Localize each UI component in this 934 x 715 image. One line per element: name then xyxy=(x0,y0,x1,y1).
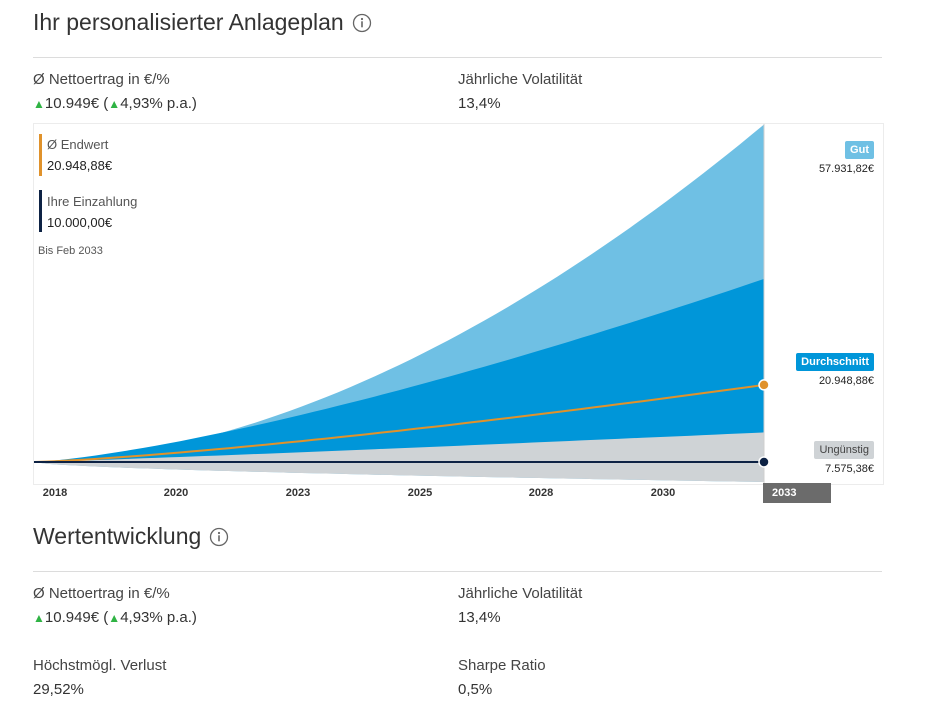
divider xyxy=(33,57,882,58)
net-return-pct: 4,93% p.a.) xyxy=(120,95,197,112)
up-arrow-icon: ▲ xyxy=(33,611,45,625)
sharpe-label: Sharpe Ratio xyxy=(458,657,546,674)
x-tick-2023: 2023 xyxy=(285,487,311,499)
gut-tag: Gut xyxy=(845,141,874,159)
development-title: Wertentwicklung xyxy=(33,523,202,549)
dev-net-return-value: ▲10.949€ (▲4,93% p.a.) xyxy=(33,609,197,626)
max-loss-value: 29,52% xyxy=(33,681,84,698)
info-icon[interactable] xyxy=(209,527,229,547)
area-durchschnitt xyxy=(34,278,764,480)
up-arrow-icon: ▲ xyxy=(108,611,121,625)
x-tick-2020: 2020 xyxy=(163,487,189,499)
endwert-value: 20.948,88€ xyxy=(47,158,113,173)
average-end-point[interactable] xyxy=(758,379,770,391)
sharpe-value: 0,5% xyxy=(458,681,493,698)
divider xyxy=(33,571,882,572)
dev-net-return-label: Ø Nettoertrag in €/% xyxy=(33,585,170,602)
durchschnitt-value: 20.948,88€ xyxy=(818,375,874,387)
info-icon[interactable] xyxy=(352,13,372,33)
endwert-color-bar xyxy=(39,134,42,176)
forecast-chart-svg xyxy=(34,124,770,484)
area-unguenstig xyxy=(34,432,764,482)
deposit-end-point[interactable] xyxy=(758,456,770,468)
x-tick-2018: 2018 xyxy=(42,487,68,499)
gut-value: 57.931,82€ xyxy=(818,163,874,175)
dev-net-return-paren: ( xyxy=(103,609,109,626)
plan-title-row: Ihr personalisierter Anlageplan xyxy=(33,9,372,36)
net-return-abs: 10.949€ xyxy=(44,95,100,112)
net-return-label: Ø Nettoertrag in €/% xyxy=(33,71,170,88)
max-loss-label: Höchstmögl. Verlust xyxy=(33,657,167,674)
volatility-value: 13,4% xyxy=(458,95,501,112)
dev-volatility-value: 13,4% xyxy=(458,609,501,626)
up-arrow-icon: ▲ xyxy=(108,97,121,111)
development-title-row: Wertentwicklung xyxy=(33,523,229,550)
plan-title: Ihr personalisierter Anlageplan xyxy=(33,9,344,35)
up-arrow-icon: ▲ xyxy=(33,97,45,111)
net-return-value: ▲10.949€ (▲4,93% p.a.) xyxy=(33,95,197,112)
volatility-label: Jährliche Volatilität xyxy=(458,71,583,88)
endwert-label: Ø Endwert xyxy=(47,137,109,152)
einzahlung-label: Ihre Einzahlung xyxy=(47,194,138,209)
x-tick-2028: 2028 xyxy=(528,487,554,499)
end-year-label: 2033 xyxy=(763,483,831,503)
dev-volatility-label: Jährliche Volatilität xyxy=(458,585,583,602)
forecast-chart: Ø Endwert 20.948,88€ Ihre Einzahlung 10.… xyxy=(33,123,884,485)
dev-net-return-pct: 4,93% p.a.) xyxy=(120,609,197,626)
einzahlung-value: 10.000,00€ xyxy=(47,215,113,230)
average-line xyxy=(34,383,765,463)
unguenstig-tag: Ungünstig xyxy=(814,441,874,459)
unguenstig-value: 7.575,38€ xyxy=(825,463,874,475)
x-tick-2030: 2030 xyxy=(650,487,676,499)
durchschnitt-tag: Durchschnitt xyxy=(796,353,874,371)
net-return-paren: ( xyxy=(103,95,109,112)
einzahlung-color-bar xyxy=(39,190,42,232)
dev-net-return-abs: 10.949€ xyxy=(44,609,100,626)
horizon-label: Bis Feb 2033 xyxy=(38,245,103,257)
x-tick-2025: 2025 xyxy=(407,487,433,499)
